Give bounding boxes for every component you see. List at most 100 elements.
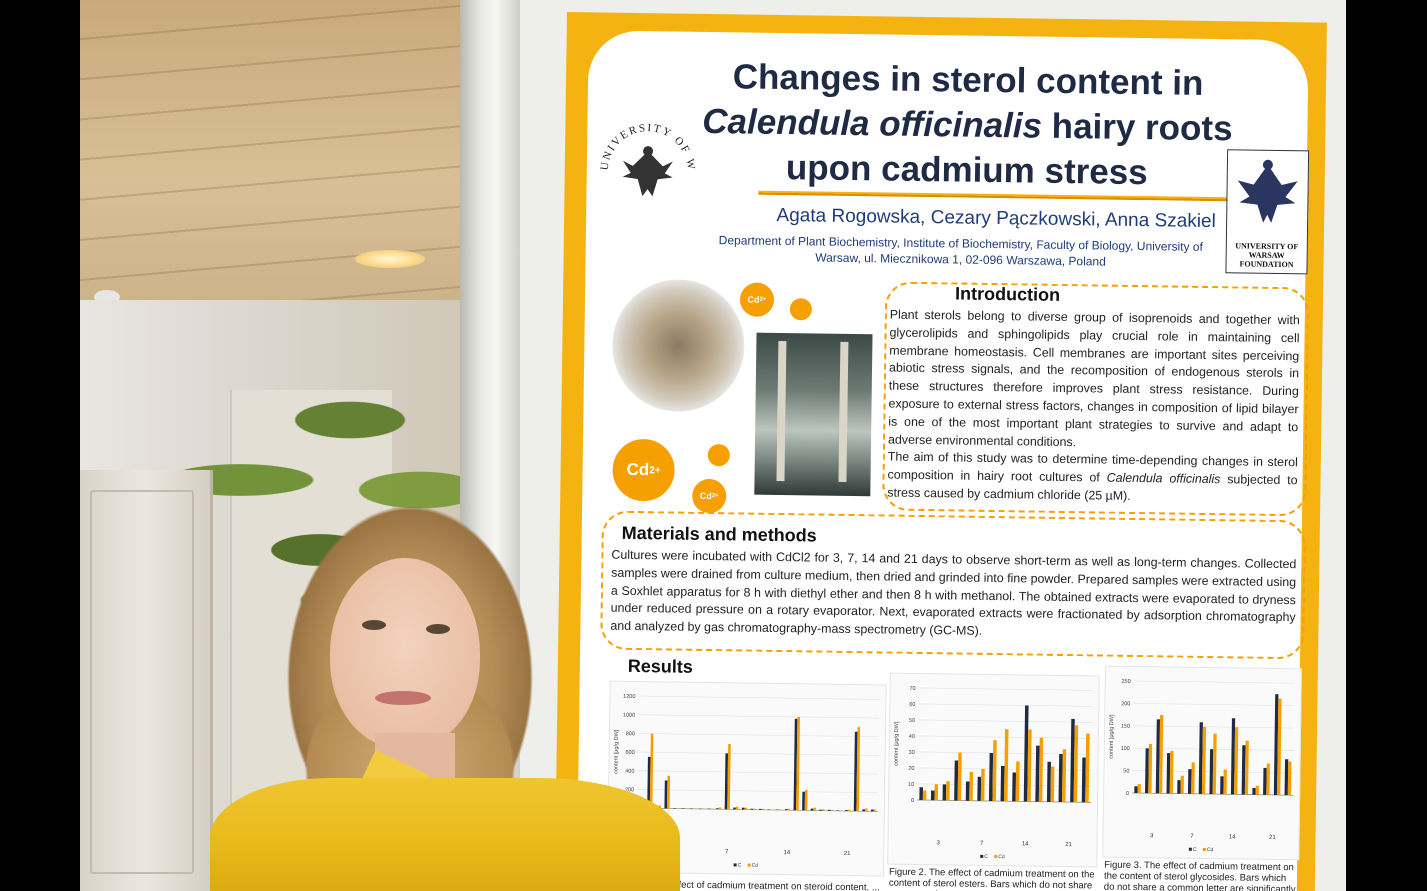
bar-cd	[770, 809, 773, 810]
right-eye	[426, 624, 450, 634]
bar-cd	[778, 809, 782, 811]
bar-cd	[1169, 750, 1174, 794]
legend-label: Cd	[752, 863, 759, 869]
y-axis-label: content [µg/g DW]	[613, 729, 620, 774]
y-tick-label: 60	[909, 702, 915, 708]
decor-bubble	[789, 298, 813, 321]
title-line-3: upon cadmium stress	[785, 148, 1148, 193]
bar-cd	[922, 790, 927, 801]
bar-c	[1252, 787, 1256, 795]
bar-cd	[1137, 784, 1141, 794]
introduction-species: Calendula officinalis	[1106, 470, 1221, 487]
bar-c	[1166, 753, 1171, 794]
bar-cd	[856, 727, 861, 812]
y-tick-label: 200	[1121, 701, 1130, 707]
foundation-logo: UNIVERSITY OF WARSAW FOUNDATION	[1225, 149, 1310, 275]
bar-cd	[718, 807, 722, 810]
bar-cd	[992, 740, 997, 802]
bar-cd	[1004, 729, 1009, 802]
bar-cd	[675, 808, 679, 809]
bar-c	[819, 809, 822, 811]
y-tick-label: 10	[908, 782, 914, 788]
y-tick-label: 400	[625, 769, 634, 775]
bar-cd	[980, 768, 985, 801]
y-axis-label: content [µg/g DW]	[894, 721, 901, 766]
photo-scene: Changes in sterol content in Calendula o…	[80, 0, 1346, 891]
y-tick-label: 70	[909, 686, 915, 692]
grid-line	[637, 751, 879, 756]
ceiling-panels	[80, 0, 480, 300]
poster-affiliation: Department of Plant Biochemistry, Instit…	[718, 233, 1203, 269]
scientific-poster: Changes in sterol content in Calendula o…	[554, 12, 1327, 891]
grid-line	[1133, 703, 1295, 706]
bar-c	[776, 809, 779, 811]
bar-cd	[796, 716, 800, 811]
poster-title: Changes in sterol content in Calendula o…	[687, 54, 1249, 197]
bar-cd	[1266, 763, 1270, 795]
group-label: 14	[1022, 841, 1029, 847]
group-label: 7	[725, 849, 729, 855]
y-tick-label: 600	[625, 750, 634, 756]
cd-bubble-charge: 2+	[711, 493, 719, 500]
grid-line	[637, 733, 879, 738]
bar-c	[942, 784, 947, 801]
bar-cd	[710, 808, 713, 810]
bar-c	[1284, 759, 1289, 796]
bar-c	[673, 808, 676, 809]
legend-label: C	[1193, 847, 1197, 853]
group-label: 14	[784, 850, 791, 856]
bar-c	[724, 753, 729, 810]
bar-cd	[1234, 727, 1239, 795]
y-axis-label: content [µg/g DW]	[1109, 714, 1116, 759]
bar-c	[853, 731, 858, 812]
figure-2-chart: 0 10 20 30 40 50 60 70 content [µg/g DW] 3 7 14 21 C C…	[887, 672, 1100, 868]
cd-bubble-small: Cd 2+	[739, 282, 775, 317]
legend-swatch	[733, 863, 737, 867]
introduction-text: Plant sterols belong to diverse group of…	[887, 307, 1300, 508]
bar-cd	[667, 775, 671, 809]
group-label: 7	[980, 841, 984, 847]
partition-frame	[90, 490, 194, 874]
bar-c	[862, 809, 865, 812]
bar-c	[707, 808, 711, 810]
bar-cd	[753, 808, 756, 810]
bar-c	[802, 791, 805, 811]
cd-bubble-charge: 2+	[649, 464, 661, 476]
bar-cd	[787, 808, 791, 811]
bar-cd	[1085, 733, 1090, 803]
bar-c	[1070, 718, 1075, 803]
bar-c	[930, 790, 935, 801]
y-tick-label: 30	[909, 750, 915, 756]
bar-c	[1198, 722, 1203, 794]
bar-cd	[1180, 775, 1184, 794]
legend-swatch	[1202, 847, 1206, 852]
bar-cd	[864, 808, 868, 812]
bar-c	[1081, 757, 1086, 803]
y-tick-label: 50	[1123, 768, 1129, 774]
legend-swatch	[980, 854, 984, 858]
title-species: Calendula officinalis	[702, 101, 1043, 146]
group-label: 21	[1269, 835, 1276, 841]
bar-cd	[957, 752, 962, 801]
figure-1-chart: 020040060080010001200content [µg/g DW]37…	[606, 680, 887, 877]
bar-c	[965, 781, 970, 801]
bar-c	[733, 807, 736, 810]
bar-cd	[692, 808, 696, 809]
bar-c	[664, 780, 668, 809]
grid-line	[638, 695, 880, 700]
y-tick-label: 0	[1126, 791, 1129, 797]
figure-2-caption: Figure 2. The effect of cadmium treatmen…	[888, 866, 1095, 891]
bar-cd	[1050, 766, 1055, 802]
legend-swatch	[747, 863, 751, 867]
figure-3-chart: 0 50 100 150 200 250 content [µg/g DW] 3 7 14 21 C C…	[1102, 665, 1302, 861]
group-label: 21	[844, 851, 851, 857]
bar-c	[1209, 749, 1214, 795]
bar-c	[741, 807, 745, 810]
bar-cd	[744, 807, 748, 810]
title-line-2-rest: hairy roots	[1041, 106, 1233, 149]
bar-cd	[821, 809, 825, 811]
bar-cd	[1073, 725, 1079, 803]
bar-cd	[804, 789, 808, 811]
room-partition	[80, 470, 213, 891]
introduction-title: Introduction	[954, 283, 1061, 305]
